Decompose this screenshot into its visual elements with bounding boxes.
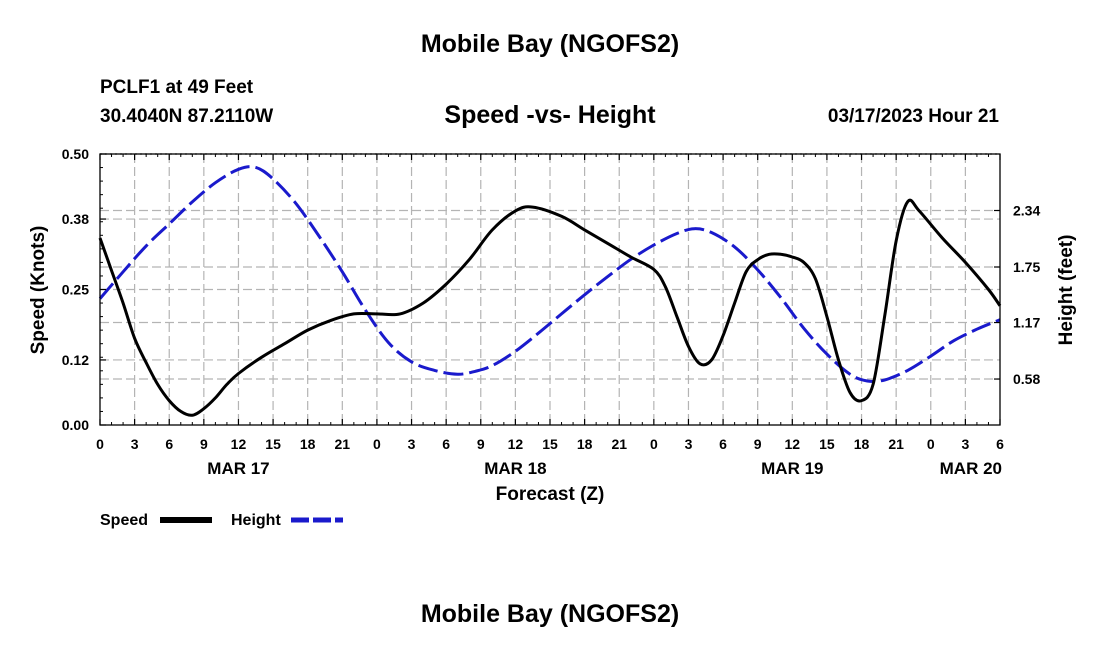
- x-tick-label: 12: [785, 436, 801, 452]
- x-tick-label: 0: [373, 436, 381, 452]
- x-tick-label: 3: [408, 436, 416, 452]
- legend-speed-label: Speed: [100, 512, 148, 529]
- y-tick-label: 0.50: [62, 146, 89, 162]
- x-tick-label: 21: [335, 436, 351, 452]
- day-label: MAR 17: [207, 459, 269, 478]
- x-tick-label: 3: [685, 436, 693, 452]
- x-tick-label: 15: [542, 436, 558, 452]
- day-label: MAR 19: [761, 459, 823, 478]
- series-speed-line: [98, 198, 1002, 417]
- station-label: PCLF1 at 49 Feet: [100, 77, 254, 98]
- y2-tick-label: 1.75: [1013, 259, 1040, 275]
- x-tick-label: 6: [442, 436, 450, 452]
- axes: 0 3 6 9 12 15 18 21 0 3 6 9 12 15 18 21 0 3 6 9 12 15 18 21 0 3 6 M…: [62, 146, 1041, 478]
- day-label: MAR 20: [940, 459, 1002, 478]
- legend: Speed Height: [100, 512, 343, 529]
- x-tick-label: 21: [888, 436, 904, 452]
- x-tick-label: 6: [165, 436, 173, 452]
- x-tick-label: 0: [96, 436, 104, 452]
- x-tick-label: 3: [131, 436, 139, 452]
- y2-tick-label: 0.58: [1013, 371, 1040, 387]
- main-title: Mobile Bay (NGOFS2): [420, 30, 680, 58]
- footer-title: Mobile Bay (NGOFS2): [420, 600, 680, 628]
- y-tick-label: 0.38: [62, 211, 89, 227]
- y2-tick-label: 2.34: [1013, 202, 1040, 218]
- x-tick-label: 6: [996, 436, 1004, 452]
- y-tick-label: 0.25: [62, 282, 89, 298]
- x-tick-label: 18: [300, 436, 316, 452]
- x-tick-label: 12: [231, 436, 247, 452]
- y-tick-label: 0.12: [62, 352, 89, 368]
- x-tick-label: 18: [577, 436, 593, 452]
- x-tick-label: 3: [961, 436, 969, 452]
- x-tick-label: 15: [265, 436, 281, 452]
- y-tick-label: 0.00: [62, 417, 89, 433]
- day-label: MAR 18: [484, 459, 546, 478]
- x-tick-label: 9: [754, 436, 762, 452]
- series-height-line: [98, 165, 1001, 384]
- y-axis-label: Speed (Knots): [28, 226, 49, 355]
- y2-axis-label: Height (feet): [1056, 235, 1077, 346]
- x-tick-label: 12: [508, 436, 524, 452]
- y2-tick-label: 1.17: [1013, 315, 1040, 331]
- x-tick-label: 9: [477, 436, 485, 452]
- series-layer: [98, 165, 1002, 417]
- grid: [100, 154, 1000, 425]
- forecast-timestamp: 03/17/2023 Hour 21: [827, 106, 999, 127]
- x-axis-label: Forecast (Z): [496, 484, 605, 505]
- legend-height-label: Height: [231, 512, 281, 529]
- chart-title: Speed -vs- Height: [444, 101, 656, 129]
- x-tick-label: 0: [927, 436, 935, 452]
- coordinates-label: 30.4040N 87.2110W: [100, 106, 274, 127]
- x-tick-label: 9: [200, 436, 208, 452]
- x-tick-label: 18: [854, 436, 870, 452]
- x-tick-label: 6: [719, 436, 727, 452]
- x-tick-label: 0: [650, 436, 658, 452]
- x-tick-label: 15: [819, 436, 835, 452]
- x-tick-label: 21: [611, 436, 627, 452]
